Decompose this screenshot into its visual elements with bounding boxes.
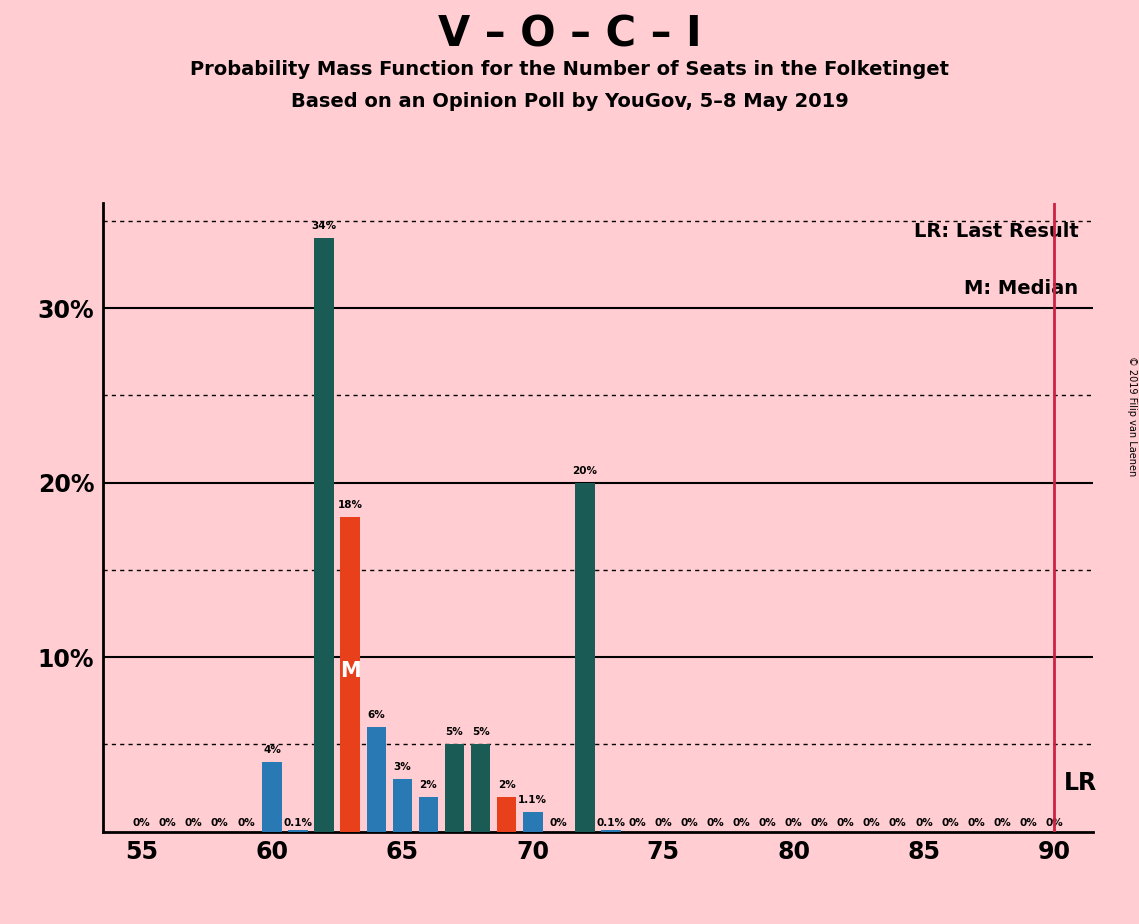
Text: 0%: 0%	[967, 818, 985, 828]
Text: 0%: 0%	[185, 818, 203, 828]
Bar	[470, 745, 491, 832]
Text: 0%: 0%	[237, 818, 255, 828]
Text: 0%: 0%	[1046, 818, 1063, 828]
Text: 2%: 2%	[498, 780, 516, 790]
Bar	[288, 830, 308, 832]
Text: M: M	[339, 661, 361, 681]
Text: © 2019 Filip van Laenen: © 2019 Filip van Laenen	[1126, 356, 1137, 476]
Bar	[497, 796, 516, 832]
Text: 2%: 2%	[419, 780, 437, 790]
Bar	[341, 517, 360, 832]
Text: Based on an Opinion Poll by YouGov, 5–8 May 2019: Based on an Opinion Poll by YouGov, 5–8 …	[290, 92, 849, 112]
Text: 4%: 4%	[263, 745, 281, 755]
Text: 0%: 0%	[133, 818, 150, 828]
Text: 0%: 0%	[811, 818, 828, 828]
Text: 5%: 5%	[472, 727, 490, 737]
Text: 34%: 34%	[312, 221, 337, 231]
Text: 5%: 5%	[445, 727, 464, 737]
Text: Probability Mass Function for the Number of Seats in the Folketinget: Probability Mass Function for the Number…	[190, 60, 949, 79]
Bar	[601, 830, 621, 832]
Bar	[393, 779, 412, 832]
Bar	[262, 761, 281, 832]
Text: 0%: 0%	[759, 818, 777, 828]
Text: 6%: 6%	[368, 710, 385, 720]
Text: LR: LR	[1064, 771, 1097, 795]
Text: 18%: 18%	[338, 501, 362, 510]
Text: 1.1%: 1.1%	[518, 796, 547, 806]
Text: 0%: 0%	[211, 818, 229, 828]
Text: 0%: 0%	[629, 818, 646, 828]
Text: 0.1%: 0.1%	[597, 818, 625, 828]
Text: 0%: 0%	[158, 818, 177, 828]
Text: 0%: 0%	[654, 818, 672, 828]
Text: 0%: 0%	[550, 818, 567, 828]
Text: M: Median: M: Median	[965, 279, 1079, 298]
Text: 0%: 0%	[1019, 818, 1038, 828]
Text: 0%: 0%	[993, 818, 1011, 828]
Bar	[523, 812, 542, 832]
Text: 0%: 0%	[837, 818, 854, 828]
Text: 0%: 0%	[915, 818, 933, 828]
Bar	[575, 482, 595, 832]
Text: 0%: 0%	[863, 818, 880, 828]
Text: 0%: 0%	[732, 818, 751, 828]
Bar	[419, 796, 439, 832]
Bar	[367, 727, 386, 832]
Text: 0.1%: 0.1%	[284, 818, 312, 828]
Text: V – O – C – I: V – O – C – I	[437, 14, 702, 55]
Bar	[314, 238, 334, 832]
Bar	[444, 745, 465, 832]
Text: 3%: 3%	[393, 762, 411, 772]
Text: 20%: 20%	[573, 466, 598, 476]
Text: 0%: 0%	[706, 818, 724, 828]
Text: 0%: 0%	[680, 818, 698, 828]
Text: LR: Last Result: LR: Last Result	[913, 222, 1079, 241]
Text: 0%: 0%	[888, 818, 907, 828]
Text: 0%: 0%	[941, 818, 959, 828]
Text: 0%: 0%	[785, 818, 803, 828]
